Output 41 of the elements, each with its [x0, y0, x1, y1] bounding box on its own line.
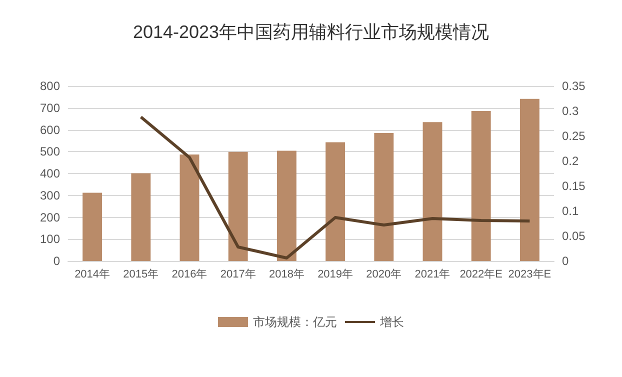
y2-tick-label: 0	[562, 254, 569, 268]
y-tick-label: 700	[40, 100, 60, 115]
bar	[374, 133, 394, 261]
x-tick-label: 2020年	[366, 268, 402, 280]
y2-tick-label: 0.25	[562, 129, 586, 143]
bar	[228, 152, 248, 261]
y2-tick-label: 0.3	[562, 104, 580, 118]
y-tick-label: 100	[40, 232, 60, 246]
x-tick-label: 2021年	[414, 268, 450, 280]
bar	[131, 173, 151, 261]
y-tick-label: 0	[53, 254, 60, 268]
line-series	[139, 116, 532, 260]
bar	[276, 150, 296, 261]
y2-tick-label: 0.05	[562, 229, 586, 243]
x-tick-label: 2015年	[123, 268, 159, 280]
bar	[422, 122, 442, 261]
bar	[471, 110, 491, 261]
bar	[180, 154, 200, 261]
y-tick-label: 200	[40, 210, 60, 224]
bar	[520, 98, 540, 261]
x-tick-label: 2023年E	[508, 268, 552, 280]
chart-title: 2014-2023年中国药用辅料行业市场规模情况	[132, 22, 490, 42]
x-tick-label: 2018年	[268, 268, 304, 280]
y2-tick-label: 0.2	[562, 154, 580, 168]
y2-tick-label: 0.1	[562, 204, 580, 218]
x-tick-label: 2016年	[172, 268, 208, 280]
y-tick-label: 300	[40, 188, 60, 202]
legend-label: 增长	[379, 315, 404, 329]
y2-tick-label: 0.15	[562, 179, 586, 193]
bar	[82, 192, 102, 261]
legend-label: 市场规模：亿元	[253, 315, 337, 329]
y-tick-label: 800	[40, 79, 60, 93]
y-tick-label: 400	[40, 166, 60, 180]
x-tick-label: 2022年E	[460, 268, 503, 280]
y-tick-label: 500	[40, 144, 60, 159]
bar	[326, 142, 346, 261]
x-tick-label: 2014年	[74, 268, 110, 280]
x-tick-label: 2017年	[220, 268, 256, 280]
y-tick-label: 600	[40, 122, 60, 137]
x-tick-label: 2019年	[318, 268, 354, 280]
y2-tick-label: 0.35	[562, 79, 586, 93]
